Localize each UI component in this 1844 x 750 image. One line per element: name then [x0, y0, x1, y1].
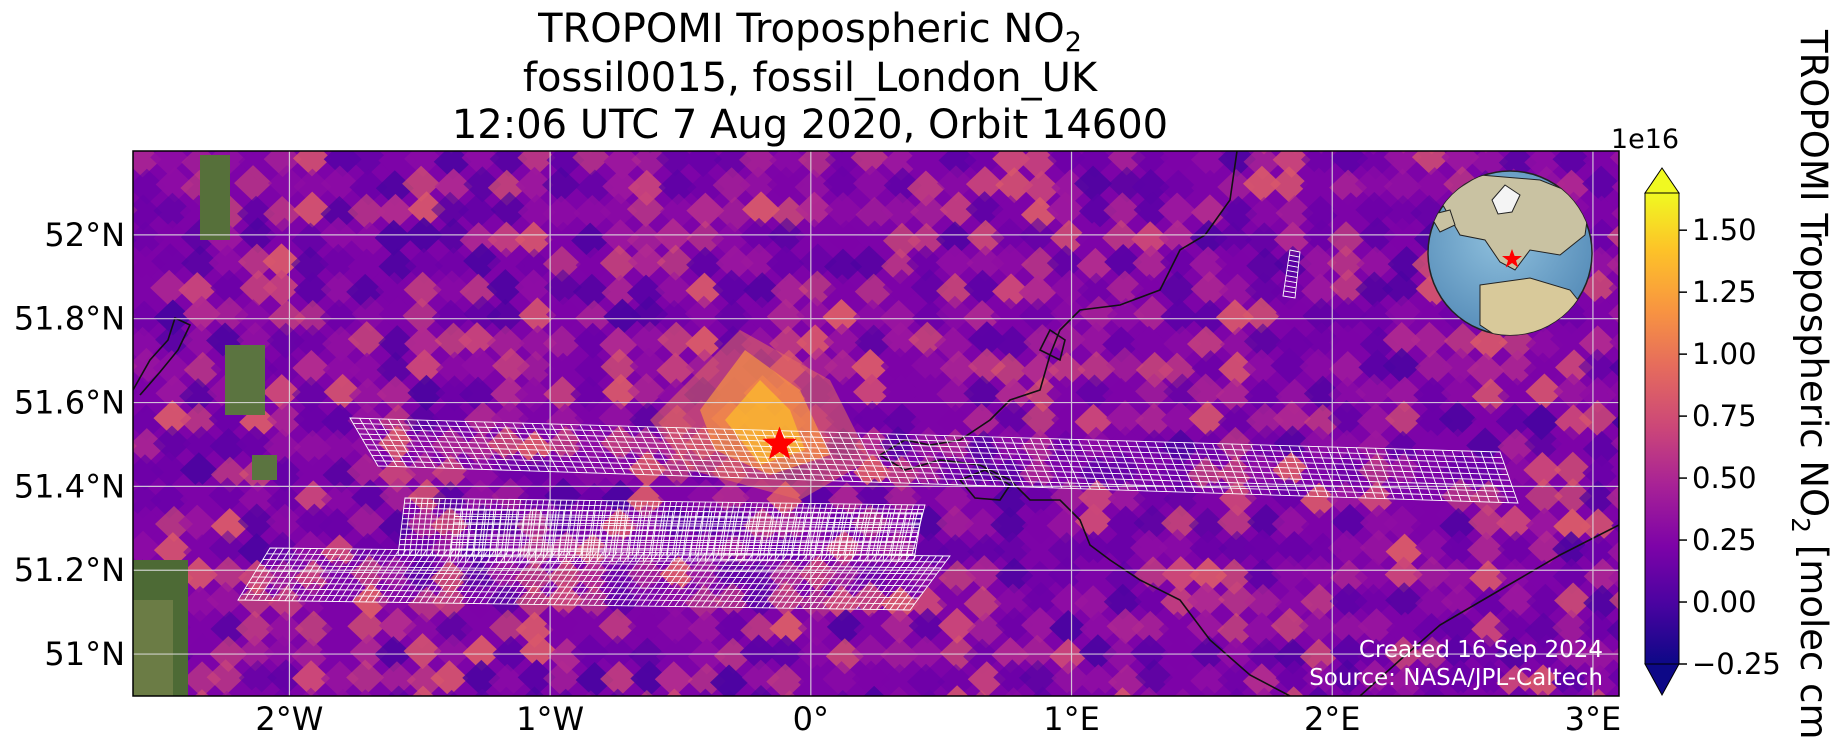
colorbar-extend-high	[1645, 168, 1679, 193]
title-line-3: 12:06 UTC 7 Aug 2020, Orbit 14600	[452, 102, 1168, 148]
colorbar-tick-label: 0.25	[1692, 523, 1757, 557]
colorbar-tick-label: −0.25	[1692, 647, 1781, 681]
x-tick-label: 1°E	[1043, 700, 1100, 738]
data-source: Source: NASA/JPL-Caltech	[1309, 665, 1603, 691]
colorbar-tick-label: 0.00	[1692, 585, 1757, 619]
x-tick-label: 3°E	[1565, 700, 1622, 738]
colorbar-tick-label: 1.25	[1692, 275, 1757, 309]
x-axis-ticks: 2°W 1°W 0° 1°E 2°E 3°E	[255, 700, 1621, 738]
x-tick-label: 0°	[793, 700, 829, 738]
title-line-2: fossil0015, fossil_London_UK	[523, 55, 1099, 101]
x-tick-label: 1°W	[516, 700, 584, 738]
colorbar-extend-low	[1645, 664, 1679, 695]
x-tick-label: 2°W	[255, 700, 323, 738]
colorbar-ticks: −0.25 0.00 0.25 0.50 0.75 1.00 1.25 1.50	[1679, 213, 1781, 681]
y-tick-label: 51.2°N	[14, 551, 125, 589]
y-tick-label: 52°N	[44, 216, 125, 254]
y-tick-label: 51°N	[44, 635, 125, 673]
x-tick-label: 2°E	[1304, 700, 1361, 738]
colorbar: 1e16 −0.25 0.00 0.25 0.50 0.75 1.00 1.25 1.50 T…	[1611, 29, 1835, 740]
y-axis-ticks: 51°N 51.2°N 51.4°N 51.6°N 51.8°N 52°N	[14, 216, 125, 673]
map-panel: Created 16 Sep 2024 Source: NASA/JPL-Cal…	[94, 113, 1650, 727]
colorbar-tick-label: 0.75	[1692, 399, 1757, 433]
colorbar-tick-label: 1.00	[1692, 337, 1757, 371]
y-tick-label: 51.8°N	[14, 300, 125, 338]
colorbar-body	[1645, 193, 1679, 664]
created-date: Created 16 Sep 2024	[1359, 637, 1603, 663]
colorbar-exponent: 1e16	[1611, 124, 1679, 155]
y-tick-label: 51.6°N	[14, 384, 125, 422]
colorbar-label: TROPOMI Tropospheric NO2 [molec cm	[1786, 29, 1835, 740]
colorbar-tick-label: 1.50	[1692, 213, 1757, 247]
y-tick-label: 51.4°N	[14, 467, 125, 505]
title-line-1: TROPOMI Tropospheric NO2	[537, 6, 1082, 58]
colorbar-tick-label: 0.50	[1692, 461, 1757, 495]
